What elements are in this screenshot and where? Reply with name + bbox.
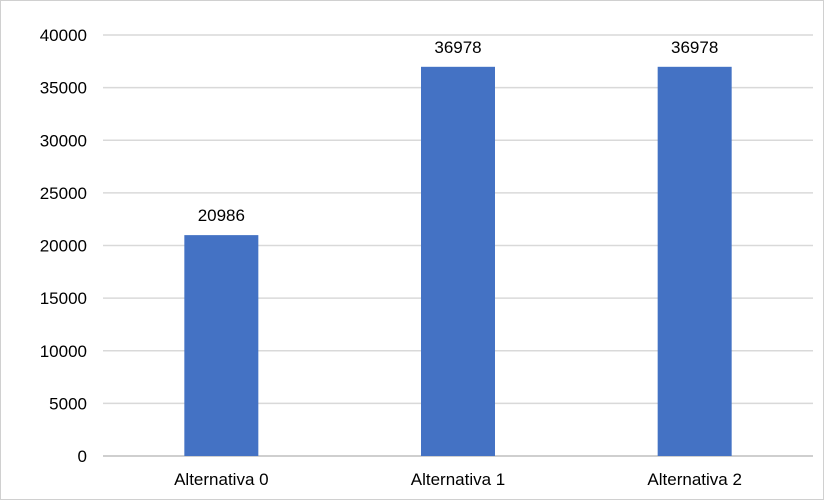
- y-tick-label: 5000: [49, 394, 87, 413]
- data-label: 36978: [434, 38, 481, 57]
- bar: [657, 66, 732, 456]
- y-tick-label: 0: [78, 447, 87, 466]
- data-label: 36978: [671, 38, 718, 57]
- y-tick-label: 30000: [40, 131, 87, 150]
- x-tick-label: Alternativa 0: [174, 470, 269, 489]
- x-tick-label: Alternativa 1: [411, 470, 506, 489]
- y-tick-label: 15000: [40, 289, 87, 308]
- y-tick-label: 20000: [40, 237, 87, 256]
- y-tick-label: 40000: [40, 26, 87, 45]
- data-label: 20986: [198, 206, 245, 225]
- y-tick-label: 35000: [40, 79, 87, 98]
- x-tick-label: Alternativa 2: [647, 470, 742, 489]
- y-tick-label: 25000: [40, 184, 87, 203]
- bar: [184, 235, 259, 456]
- bar: [421, 66, 495, 456]
- y-tick-label: 10000: [40, 342, 87, 361]
